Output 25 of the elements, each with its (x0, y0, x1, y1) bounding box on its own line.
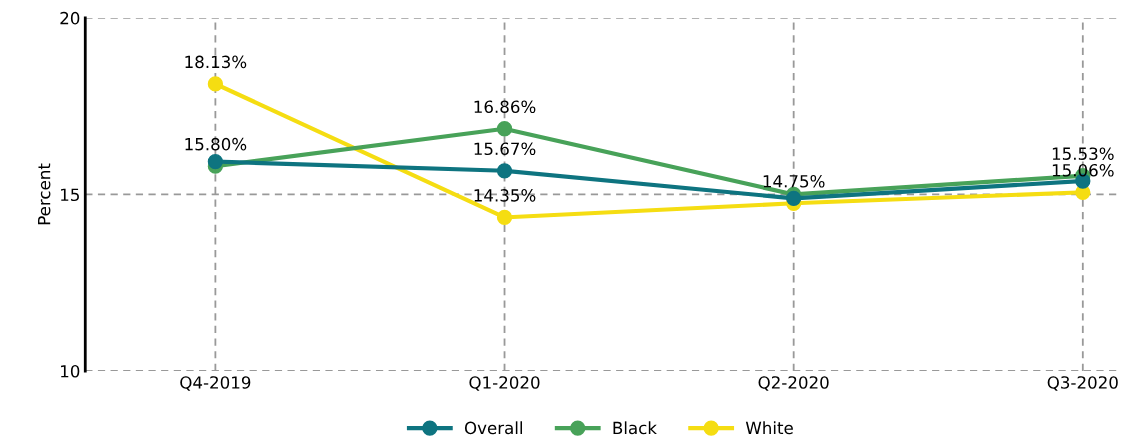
point (496, 163, 513, 179)
legend-label: Black (613, 421, 657, 435)
data-label: 14.35% (474, 189, 536, 202)
point (786, 190, 802, 206)
x-tick-label: Q3-2020 (1047, 376, 1118, 391)
y-tick-label: 15 (61, 188, 79, 202)
point (207, 76, 224, 92)
point (207, 153, 224, 170)
data-label: 14.75% (763, 174, 825, 188)
data-label: 15.67% (474, 142, 536, 156)
x-tick-label: Q4-2019 (180, 376, 251, 391)
x-tick-label: Q1-2020 (469, 376, 540, 391)
y-tick-label: 20 (60, 11, 80, 25)
legend-label: White (745, 421, 793, 435)
data-label: 15.80% (185, 137, 247, 151)
data-label: 15.06% (1052, 163, 1114, 177)
x-tick-label: Q2-2020 (758, 376, 829, 391)
data-label: 15.53% (1052, 147, 1114, 160)
data-label: 18.13% (185, 55, 247, 69)
legend-label: Overall (464, 421, 522, 435)
point (496, 121, 513, 137)
y-axis-title: Percent (38, 163, 51, 225)
data-label: 16.86% (474, 100, 536, 114)
point (496, 209, 513, 226)
y-tick-label: 10 (61, 364, 80, 378)
